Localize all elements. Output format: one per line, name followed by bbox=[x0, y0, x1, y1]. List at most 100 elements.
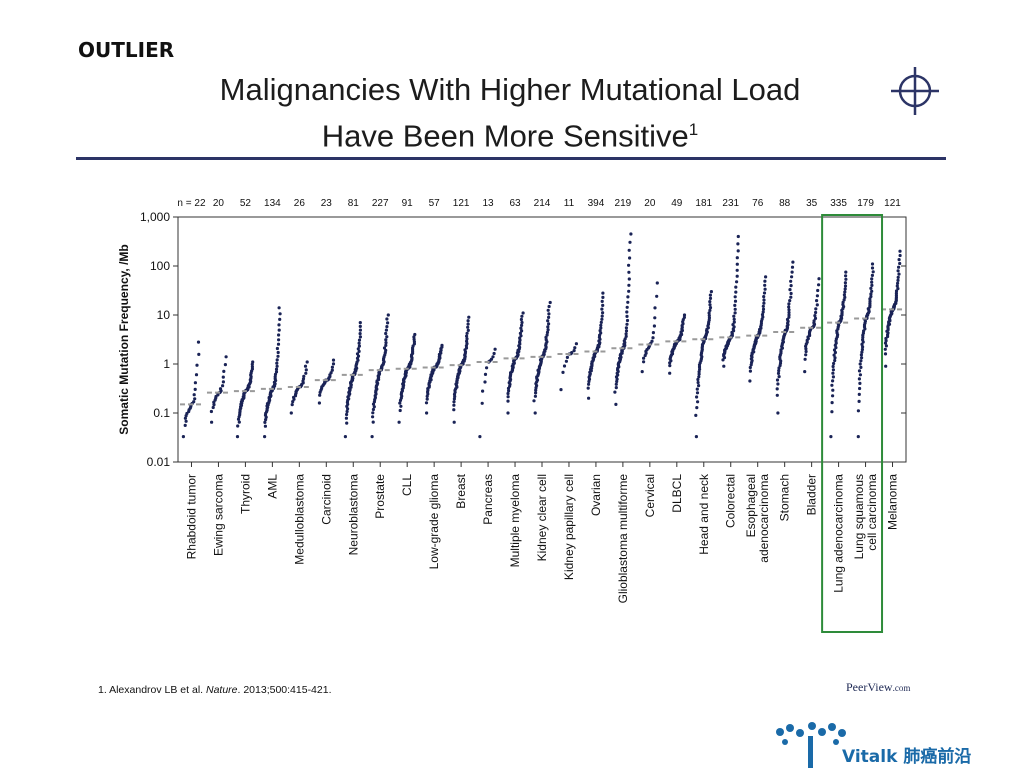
brand-logo: PeerView.com bbox=[846, 680, 910, 695]
data-point bbox=[831, 368, 836, 372]
x-tick-label: DLBCL bbox=[670, 474, 684, 513]
data-point bbox=[465, 337, 469, 341]
data-point bbox=[623, 337, 627, 341]
data-point bbox=[870, 273, 875, 277]
data-point bbox=[698, 367, 702, 371]
data-point bbox=[762, 301, 766, 305]
data-point bbox=[861, 345, 865, 349]
data-point bbox=[760, 313, 765, 317]
data-point bbox=[883, 347, 887, 351]
x-tick-label: Lung adenocarcinoma bbox=[832, 474, 846, 593]
data-point bbox=[787, 315, 791, 319]
data-point bbox=[787, 313, 791, 317]
n-label: 35 bbox=[806, 198, 818, 209]
data-point bbox=[331, 362, 336, 366]
data-point bbox=[653, 306, 657, 310]
data-point bbox=[655, 294, 659, 298]
data-point bbox=[425, 411, 429, 415]
data-point bbox=[600, 307, 604, 311]
data-point bbox=[277, 306, 281, 310]
data-point bbox=[625, 322, 629, 326]
data-point bbox=[507, 389, 511, 393]
n-label: 57 bbox=[429, 198, 441, 209]
data-point bbox=[452, 403, 456, 407]
data-point bbox=[884, 364, 888, 368]
data-point bbox=[682, 315, 687, 319]
data-point bbox=[534, 391, 538, 395]
data-point bbox=[493, 347, 497, 351]
data-point bbox=[440, 343, 444, 347]
data-point bbox=[697, 375, 701, 379]
data-point bbox=[625, 318, 630, 323]
data-point bbox=[843, 287, 847, 291]
data-point bbox=[787, 305, 791, 309]
title-line-1: Malignancies With Higher Mutational Load bbox=[219, 72, 801, 107]
data-point bbox=[452, 397, 456, 401]
data-point bbox=[357, 338, 362, 342]
data-point bbox=[861, 335, 865, 339]
data-point bbox=[775, 387, 779, 391]
data-point bbox=[694, 435, 699, 439]
title-line-2-text: Have Been More Sensitive bbox=[321, 118, 689, 154]
corner-tag: OUTLIER bbox=[78, 38, 175, 62]
x-tick-label: Rhabdoid tumor bbox=[184, 474, 198, 559]
data-point bbox=[194, 373, 199, 377]
data-point bbox=[546, 325, 550, 329]
data-point bbox=[625, 310, 629, 314]
data-point bbox=[627, 270, 631, 274]
x-tick-label: Melanoma bbox=[886, 474, 900, 530]
data-point bbox=[587, 396, 591, 400]
data-point bbox=[694, 413, 698, 417]
data-point bbox=[275, 346, 279, 351]
y-tick-label: 0.01 bbox=[147, 455, 171, 469]
data-point bbox=[506, 411, 510, 415]
data-point bbox=[895, 284, 899, 288]
data-point bbox=[559, 388, 563, 392]
data-point bbox=[547, 322, 551, 326]
x-tick-label: Head and neck bbox=[697, 473, 711, 555]
data-point bbox=[789, 279, 793, 283]
data-point bbox=[276, 354, 280, 358]
data-point bbox=[869, 292, 873, 296]
data-point bbox=[812, 319, 816, 323]
data-point bbox=[465, 334, 469, 338]
data-point bbox=[790, 265, 795, 269]
n-label: 179 bbox=[857, 198, 874, 209]
data-point bbox=[735, 274, 739, 278]
n-label: 76 bbox=[752, 198, 764, 209]
data-point bbox=[344, 416, 348, 420]
n-label: 63 bbox=[509, 198, 521, 209]
data-point bbox=[600, 299, 604, 303]
data-point bbox=[534, 388, 538, 392]
data-point bbox=[358, 328, 362, 332]
n-label: 394 bbox=[588, 198, 605, 209]
data-point bbox=[193, 387, 197, 391]
data-point bbox=[547, 312, 551, 316]
data-point bbox=[652, 324, 657, 328]
data-point bbox=[763, 283, 767, 287]
data-point bbox=[599, 331, 603, 335]
y-axis-label: Somatic Mutation Frequency, /Mb bbox=[117, 244, 131, 434]
data-point bbox=[573, 346, 577, 350]
data-point bbox=[196, 340, 201, 344]
data-point bbox=[264, 418, 268, 422]
data-point bbox=[627, 263, 631, 267]
data-point bbox=[896, 281, 900, 285]
data-point bbox=[857, 399, 861, 403]
data-point bbox=[790, 270, 794, 274]
x-tick-label: Prostate bbox=[373, 474, 387, 519]
data-point bbox=[627, 248, 631, 252]
data-point bbox=[707, 316, 712, 320]
brand-name: PeerView bbox=[846, 680, 893, 694]
data-point bbox=[355, 352, 360, 356]
data-point bbox=[860, 347, 865, 352]
data-point bbox=[733, 307, 737, 311]
x-tick-label: Medulloblastoma bbox=[292, 474, 306, 565]
data-point bbox=[668, 371, 672, 375]
data-point bbox=[655, 281, 659, 285]
data-point bbox=[897, 258, 901, 262]
data-point bbox=[870, 280, 874, 284]
data-point bbox=[858, 362, 862, 366]
data-point bbox=[358, 332, 362, 336]
data-point bbox=[748, 379, 752, 383]
